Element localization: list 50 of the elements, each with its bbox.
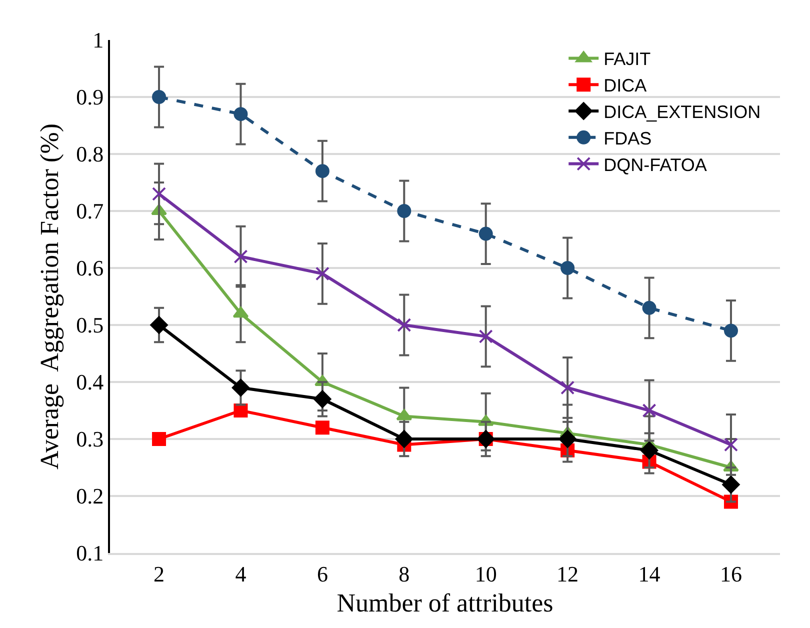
point xyxy=(640,442,658,460)
y-tick-label: 0.7 xyxy=(76,198,104,224)
x-tick-label: 4 xyxy=(235,561,246,586)
point xyxy=(314,390,332,408)
point xyxy=(724,324,738,338)
y-tick-label: 0.5 xyxy=(76,312,104,338)
y-tick-label: 0.9 xyxy=(76,84,104,110)
point xyxy=(232,378,250,396)
point xyxy=(395,430,413,448)
y-tick-label: 0.2 xyxy=(76,484,104,509)
point xyxy=(478,329,493,344)
y-tick-label: 0.8 xyxy=(76,142,104,167)
point xyxy=(315,266,330,281)
point xyxy=(152,90,166,104)
point xyxy=(315,164,330,178)
point xyxy=(722,476,740,494)
y-tick-label: 0.3 xyxy=(76,426,104,452)
y-axis-title: Average Aggregation Factor (%) xyxy=(35,123,64,470)
point xyxy=(234,250,248,264)
legend-label: DQN-FATOA xyxy=(604,154,707,175)
point xyxy=(642,404,656,418)
x-tick-label: 8 xyxy=(398,561,410,586)
y-tick-label: 1 xyxy=(92,28,104,53)
legend-label: FAJIT xyxy=(604,49,651,70)
point xyxy=(478,226,493,241)
point xyxy=(234,107,248,122)
point xyxy=(152,186,166,201)
y-tick-label: 0.6 xyxy=(76,256,104,281)
legend-label: DICA_EXTENSION xyxy=(604,102,761,122)
x-tick-label: 16 xyxy=(720,561,742,586)
y-tick-label: 0.1 xyxy=(76,540,104,566)
y-tick-label: 0.4 xyxy=(76,370,104,395)
x-tick-label: 12 xyxy=(556,561,579,586)
point xyxy=(642,300,656,315)
legend-label: FDAS xyxy=(604,128,652,148)
point xyxy=(724,438,738,452)
point xyxy=(558,430,576,448)
x-axis-title: Number of attributes xyxy=(336,588,554,618)
x-tick-label: 14 xyxy=(638,561,660,586)
point xyxy=(397,318,412,332)
x-tick-label: 2 xyxy=(154,561,165,586)
point xyxy=(397,204,412,218)
x-tick-label: 10 xyxy=(474,561,497,586)
legend-label: DICA xyxy=(604,76,647,96)
point xyxy=(315,420,330,435)
point xyxy=(152,432,166,446)
point xyxy=(560,261,575,275)
x-tick-label: 6 xyxy=(316,561,328,586)
point xyxy=(150,316,168,334)
point xyxy=(560,380,575,395)
